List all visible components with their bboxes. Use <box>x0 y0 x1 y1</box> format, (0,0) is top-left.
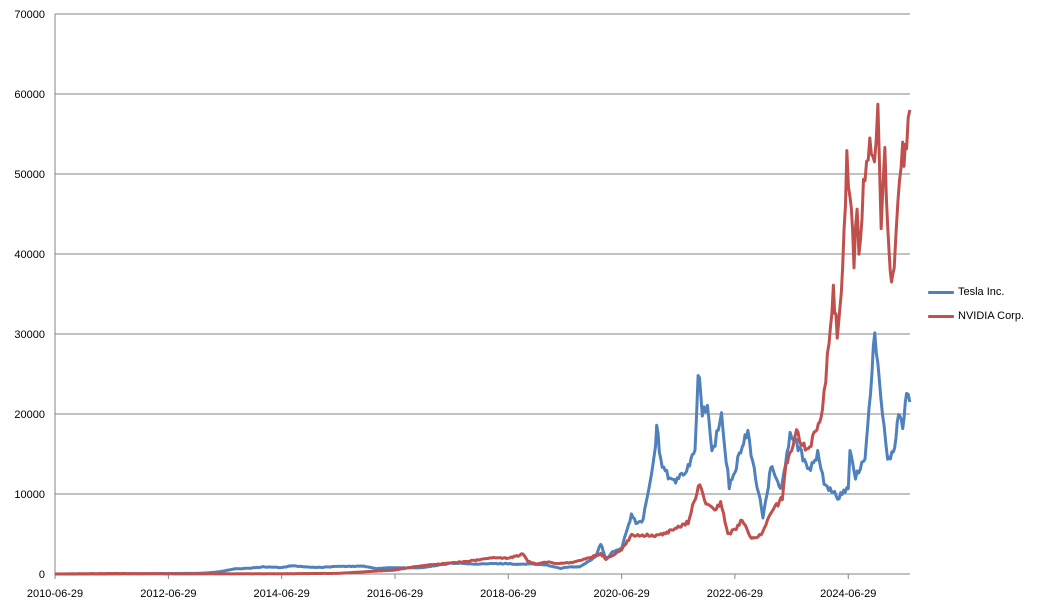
y-tick-label-70000: 70000 <box>14 9 45 21</box>
x-tick-label-2014-06-29: 2014-06-29 <box>253 588 309 600</box>
x-tick-label-2012-06-29: 2012-06-29 <box>140 588 196 600</box>
y-tick-label-60000: 60000 <box>14 89 45 101</box>
x-tick-label-2024-06-29: 2024-06-29 <box>820 588 876 600</box>
legend-label-nvidia: NVIDIA Corp. <box>958 310 1025 322</box>
gridlines <box>55 13 910 495</box>
series-line-nvidia-corp <box>54 102 912 576</box>
legend-item-nvidia: NVIDIA Corp. <box>928 308 1040 324</box>
y-tick-label-30000: 30000 <box>14 329 45 341</box>
legend: Tesla Inc. NVIDIA Corp. <box>928 284 1040 332</box>
x-tick-label-2010-06-29: 2010-06-29 <box>27 588 83 600</box>
legend-label-tesla: Tesla Inc. <box>958 286 1005 298</box>
x-tick-label-2022-06-29: 2022-06-29 <box>707 588 763 600</box>
y-tick-labels: 0 10000 20000 30000 40000 50000 60000 70000 <box>14 9 45 581</box>
x-tick-label-2020-06-29: 2020-06-29 <box>593 588 649 600</box>
legend-swatch-nvidia <box>928 314 954 318</box>
y-tick-label-10000: 10000 <box>14 489 45 501</box>
x-tick-label-2018-06-29: 2018-06-29 <box>480 588 536 600</box>
y-tick-label-40000: 40000 <box>14 249 45 261</box>
y-tick-label-0: 0 <box>39 569 45 581</box>
x-tick-label-2016-06-29: 2016-06-29 <box>367 588 423 600</box>
x-tick-labels: 2010-06-29 2012-06-29 2014-06-29 2016-06-29… <box>27 588 877 600</box>
y-tick-label-20000: 20000 <box>14 409 45 421</box>
legend-swatch-tesla <box>928 290 954 294</box>
legend-item-tesla: Tesla Inc. <box>928 284 1040 300</box>
series-lines <box>54 102 912 576</box>
y-tick-label-50000: 50000 <box>14 169 45 181</box>
series-line-tesla-inc <box>54 331 912 576</box>
